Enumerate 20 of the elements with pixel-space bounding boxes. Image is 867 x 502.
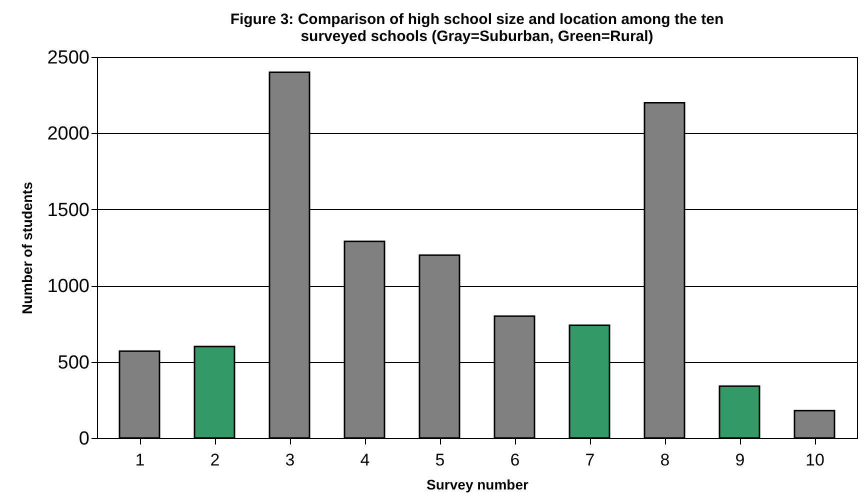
y-tick-label: 0 [78,428,90,450]
text: Figure 3: Comparison of high school size and location among the ten [230,11,724,28]
x-axis-title: Survey number [426,476,530,492]
x-tick-label: 7 [585,450,595,470]
y-tick-label: 2500 [47,48,90,68]
y-axis-title: Number of students [19,182,36,314]
x-tick-label: 6 [510,450,520,470]
text: surveyed schools (Gray=Suburban, Green=Rural) [300,28,654,45]
x-tick-label: 10 [806,450,824,470]
x-tick-label: 5 [435,450,445,470]
x-tick-label: 8 [660,450,670,470]
x-tick-label: 9 [735,450,745,470]
x-tick-label: 3 [285,450,295,470]
y-tick-label: 2000 [47,124,90,145]
x-tick-label: 1 [135,450,145,470]
y-tick-label: 1000 [47,276,90,298]
y-tick-label: 500 [58,352,90,374]
x-tick-label: 4 [360,450,370,470]
y-tick-label: 1500 [47,200,90,221]
x-tick-label: 2 [210,450,220,470]
